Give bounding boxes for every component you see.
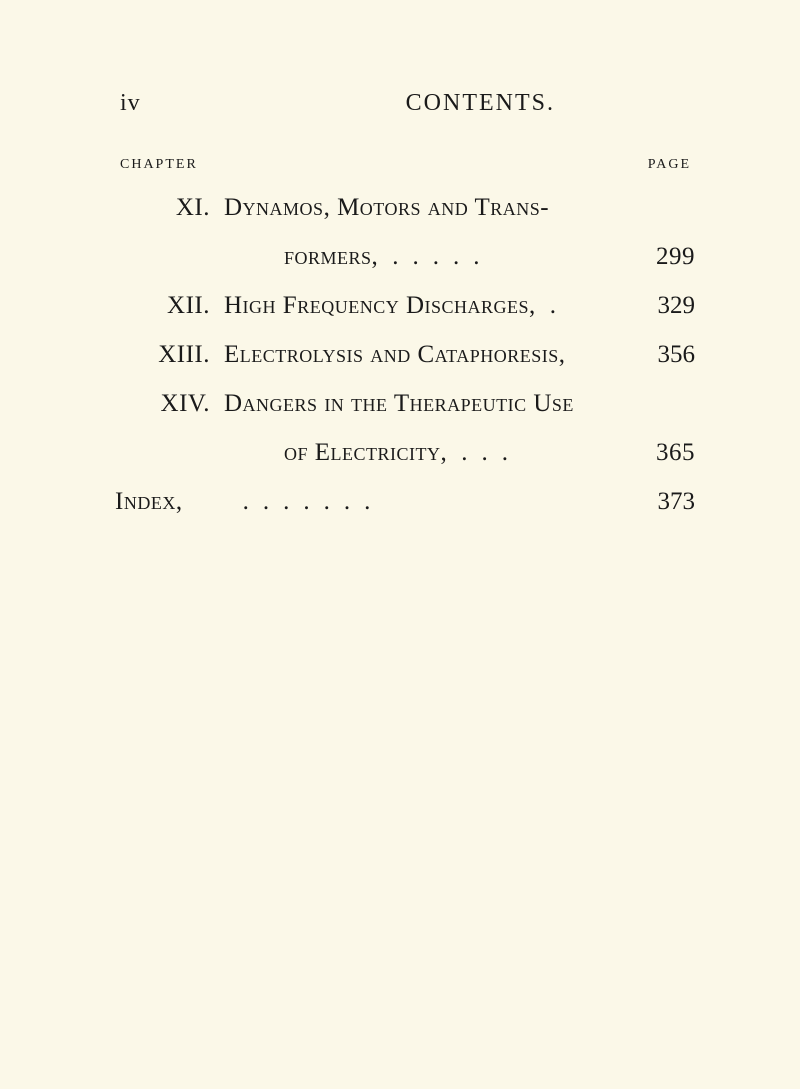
running-header: iv CONTENTS.: [115, 90, 695, 117]
chapter-title-block: Electrolysis and Cataphoresis, 356: [224, 342, 695, 367]
chapter-title-block: Dynamos, Motors and Trans- formers, ....…: [224, 195, 695, 269]
label-chapter: CHAPTER: [120, 157, 198, 173]
chapter-title: High Frequency Discharges,: [224, 293, 536, 318]
page-reference: 329: [635, 293, 695, 318]
page-number-roman: iv: [120, 90, 141, 117]
title-continuation-line: formers, ..... 299: [284, 244, 695, 269]
chapter-title-block: ....... 373: [183, 489, 695, 514]
page-reference: 299: [635, 244, 695, 269]
toc-entry: XIV. Dangers in the Therapeutic Use of E…: [115, 391, 695, 465]
dot-leaders: ...: [447, 440, 635, 465]
title-line: Electrolysis and Cataphoresis, 356: [224, 342, 695, 367]
chapter-title: Dynamos, Motors and Trans-: [224, 195, 549, 220]
chapter-title-cont: formers,: [284, 244, 378, 269]
page: iv CONTENTS. CHAPTER PAGE XI. Dynamos, M…: [0, 0, 800, 1089]
chapter-number-blank: Index,: [115, 489, 183, 514]
title-line: ....... 373: [183, 489, 695, 514]
index-label: Index,: [115, 488, 183, 515]
label-page: PAGE: [648, 157, 691, 173]
page-reference: 373: [635, 489, 695, 514]
column-labels: CHAPTER PAGE: [115, 157, 695, 173]
chapter-title: Dangers in the Therapeutic Use: [224, 391, 574, 416]
toc-entry: XII. High Frequency Discharges, . 329: [115, 293, 695, 318]
chapter-number: XI.: [115, 195, 224, 220]
title-line: Dynamos, Motors and Trans-: [224, 195, 695, 220]
chapter-title-cont: of Electricity,: [284, 440, 447, 465]
chapter-number: XII.: [115, 293, 224, 318]
toc-index-entry: Index, ....... 373: [115, 489, 695, 514]
dot-leaders: .......: [183, 489, 635, 514]
dot-leaders: .....: [378, 244, 635, 269]
toc-entry: XI. Dynamos, Motors and Trans- formers, …: [115, 195, 695, 269]
chapter-title-block: High Frequency Discharges, . 329: [224, 293, 695, 318]
dot-leaders: .: [536, 293, 635, 318]
chapter-title: Electrolysis and Cataphoresis,: [224, 342, 565, 367]
page-reference: 356: [635, 342, 695, 367]
chapter-title-block: Dangers in the Therapeutic Use of Electr…: [224, 391, 695, 465]
title-line: Dangers in the Therapeutic Use: [224, 391, 695, 416]
page-reference: 365: [635, 440, 695, 465]
header-title: CONTENTS.: [406, 90, 555, 117]
chapter-number: XIII.: [115, 342, 224, 367]
chapter-number: XIV.: [115, 391, 224, 416]
title-line: High Frequency Discharges, . 329: [224, 293, 695, 318]
toc-entry: XIII. Electrolysis and Cataphoresis, 356: [115, 342, 695, 367]
title-continuation-line: of Electricity, ... 365: [284, 440, 695, 465]
